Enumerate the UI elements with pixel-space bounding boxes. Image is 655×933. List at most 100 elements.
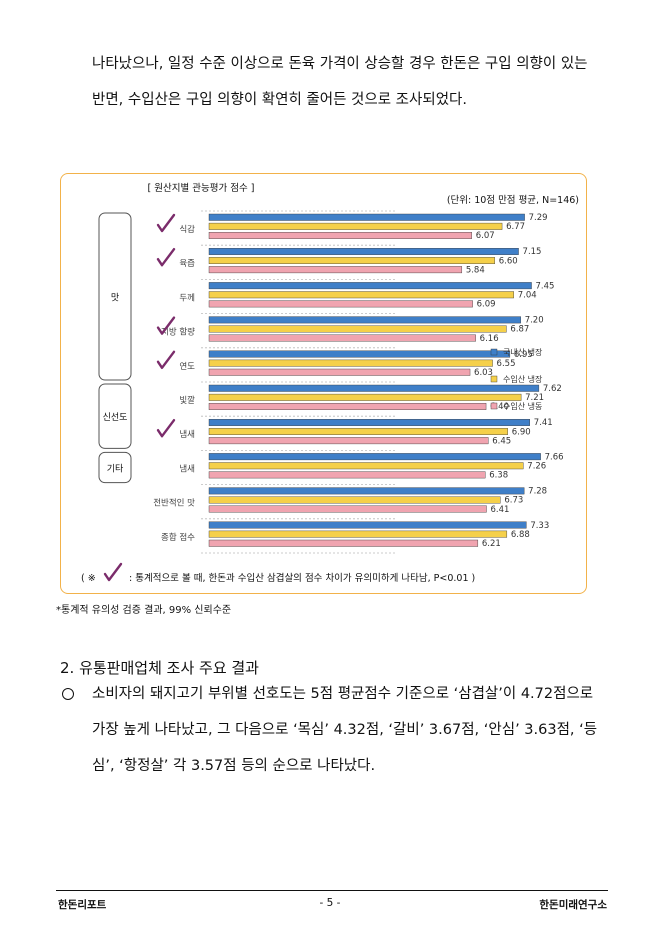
bar [208, 487, 525, 495]
bar [208, 521, 527, 529]
category-label: 냄새 [179, 463, 195, 474]
data-label: 6.38 [489, 471, 508, 481]
bar [208, 300, 473, 308]
data-label: 6.73 [504, 496, 523, 506]
chart-title: [ 원산지별 관능평가 점수 ] [148, 182, 255, 194]
group-bracket-2 [98, 451, 132, 484]
category-label: 빛깔 [179, 395, 195, 406]
footer-rule [56, 890, 608, 891]
data-label: 6.09 [477, 300, 496, 310]
bar [208, 213, 525, 221]
checkmark-icon [156, 248, 176, 267]
bar [208, 359, 493, 367]
bar-chart: [ 원산지별 관능평가 점수 ] (단위: 10점 만점 평균, N=146) 맛신… [81, 182, 579, 584]
checkmark-icon [156, 213, 176, 233]
bar [208, 316, 521, 324]
footer-left: 한돈리포트 [58, 899, 107, 911]
data-label: 5.84 [466, 265, 485, 275]
data-label: 6.21 [482, 539, 501, 549]
bar [208, 291, 514, 299]
data-label: 7.45 [536, 281, 555, 291]
category-label: 육즙 [179, 259, 195, 269]
group-bracket-1 [98, 383, 132, 449]
legend-swatch [490, 348, 498, 356]
bar [208, 462, 524, 470]
intro-paragraph: 나타났으나, 일정 수준 이상으로 돈육 가격이 상승할 경우 한돈은 구입 의… [92, 56, 588, 108]
checkmark-icon [156, 316, 176, 335]
data-label: 7.15 [523, 247, 542, 257]
data-label: 7.20 [525, 316, 544, 326]
data-label: 7.26 [527, 462, 546, 472]
data-label: 6.41 [490, 505, 509, 515]
checkmark-icon [156, 419, 176, 438]
chart-note-text: : 통계적으로 볼 때, 한돈과 수입산 삼겹살의 점수 차이가 유의미하게 나… [129, 572, 475, 584]
bar [208, 402, 487, 410]
bar [208, 539, 479, 547]
bar [208, 471, 486, 479]
data-label: 6.45 [492, 436, 511, 446]
category-label: 지방 함량 [161, 327, 195, 338]
data-label: 6.40 [490, 402, 509, 412]
category-label: 전반적인 맛 [153, 498, 195, 509]
footnote: *통계적 유의성 검증 결과, 99% 신뢰수준 [56, 605, 232, 616]
data-label: 6.60 [499, 256, 518, 266]
legend-swatch [490, 375, 498, 383]
checkmark-icon [103, 562, 123, 582]
bar [208, 232, 472, 239]
data-label: 6.87 [510, 325, 529, 335]
section-title: 2. 유통판매업체 조사 주요 결과 [60, 659, 259, 677]
data-label: 7.62 [543, 384, 562, 394]
bar [208, 334, 476, 342]
category-label: 냄새 [179, 429, 195, 440]
data-label: 7.28 [528, 487, 547, 497]
bar [208, 496, 501, 504]
legend-label: 수입산 냉장 [503, 374, 543, 384]
legend-label: 국내산 냉장 [503, 347, 543, 357]
data-label: 6.07 [476, 231, 495, 241]
legend-label: 수입산 냉동 [503, 401, 542, 411]
chart-unit-note: (단위: 10점 만점 평균, N=146) [447, 194, 579, 206]
bullet-paragraph: 소비자의 돼지고기 부위별 선호도는 5점 평균점수 기준으로 ‘삼겹살’이 4… [92, 686, 598, 774]
legend-swatch [490, 402, 498, 410]
footer-right: 한돈미래연구소 [539, 899, 607, 911]
data-label: 6.88 [511, 530, 530, 540]
bar [208, 247, 519, 255]
chart-note-prefix: ( ※ [81, 573, 96, 584]
group-label: 맛 [111, 293, 119, 304]
data-label: 7.66 [545, 452, 564, 462]
category-label: 식감 [179, 224, 195, 235]
group-bracket-0 [98, 212, 132, 381]
data-label: 7.41 [534, 418, 553, 428]
category-label: 연도 [179, 362, 195, 372]
bar [208, 257, 495, 265]
category-label: 두께 [179, 293, 195, 303]
data-label: 7.04 [518, 291, 537, 301]
data-label: 6.55 [497, 359, 516, 369]
bar [208, 368, 471, 376]
group-label: 신선도 [103, 412, 128, 423]
bullet-circle-icon [62, 688, 74, 700]
bar [208, 282, 532, 290]
checkmark-icon [156, 350, 176, 369]
data-label: 6.16 [480, 334, 499, 344]
bar [208, 393, 522, 401]
data-label: 6.03 [474, 368, 493, 378]
data-label: 6.95 [514, 350, 533, 360]
data-label: 7.33 [530, 521, 549, 531]
bar [208, 437, 489, 445]
bar [208, 453, 541, 461]
bar [208, 428, 508, 436]
bar [208, 325, 507, 333]
bar [208, 350, 511, 358]
data-label: 7.21 [525, 393, 544, 403]
category-label: 종합 점수 [161, 532, 195, 543]
data-label: 6.77 [506, 222, 525, 232]
group-label: 기타 [107, 464, 124, 475]
data-label: 6.90 [512, 427, 531, 437]
bar [208, 530, 508, 538]
bar [208, 505, 487, 513]
bar [208, 418, 530, 426]
data-label: 7.29 [529, 213, 548, 223]
bar [208, 222, 503, 230]
